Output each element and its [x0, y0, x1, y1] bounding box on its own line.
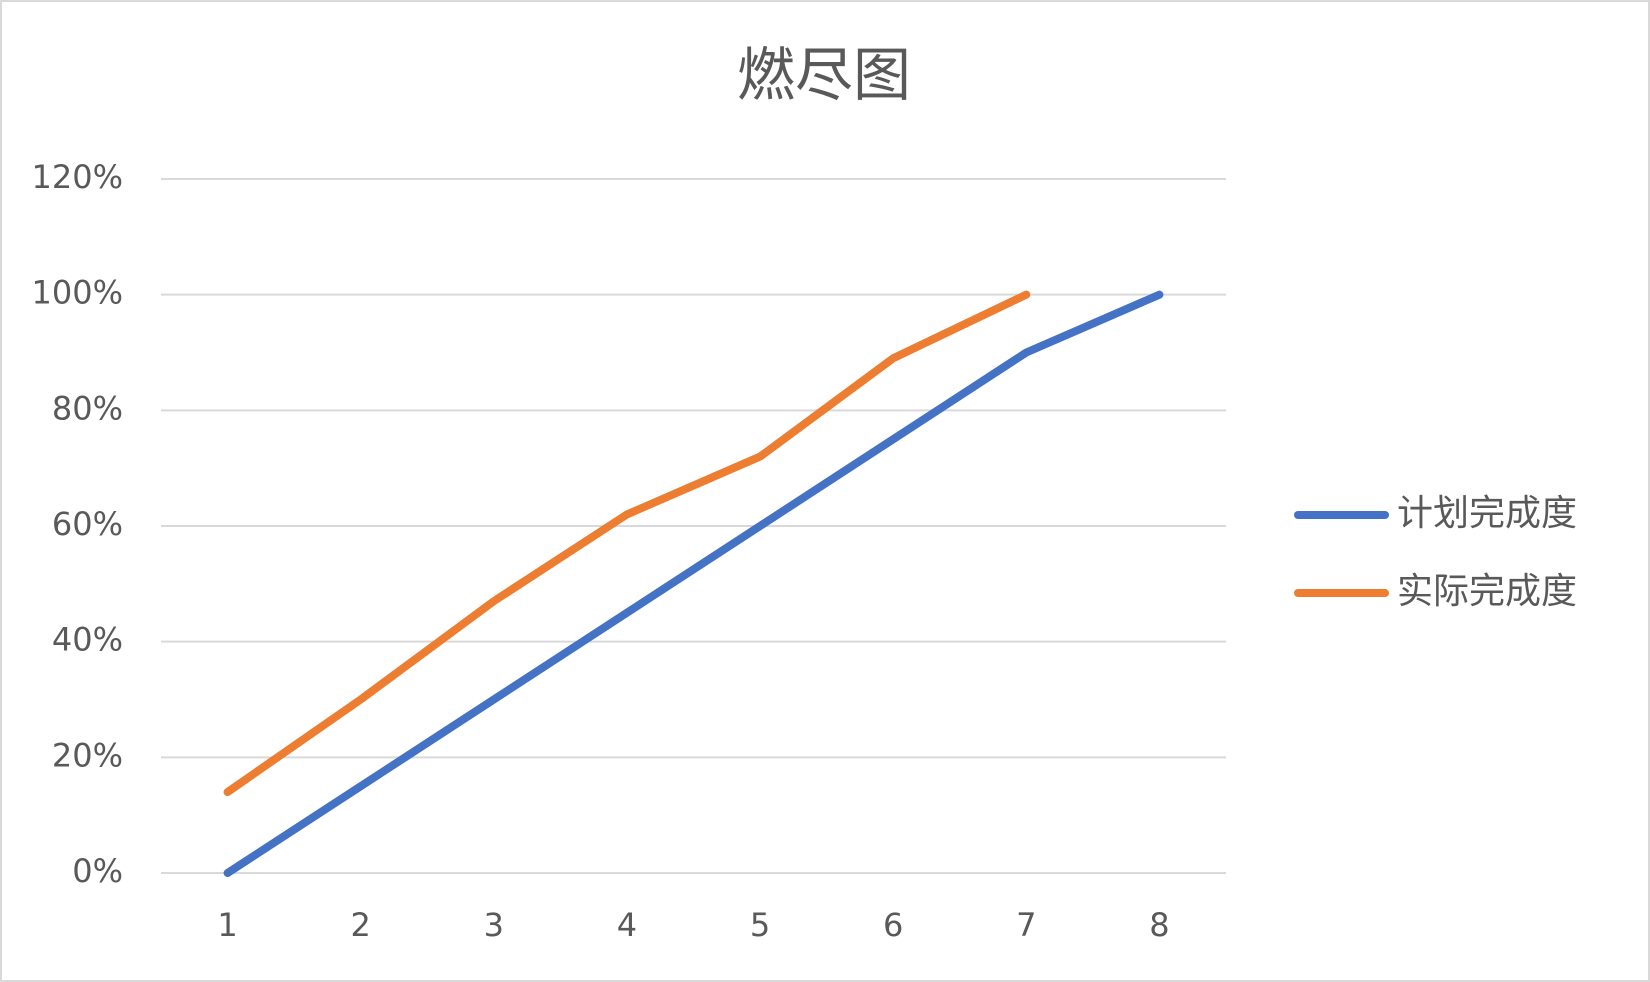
x-tick-label: 5	[750, 906, 770, 944]
x-tick-label: 3	[484, 906, 504, 944]
x-tick-label: 1	[217, 906, 237, 944]
y-tick-label: 60%	[52, 505, 123, 543]
x-tick-label: 4	[617, 906, 637, 944]
x-tick-label: 6	[883, 906, 903, 944]
y-tick-label: 100%	[32, 274, 123, 312]
y-tick-label: 80%	[52, 389, 123, 427]
x-tick-label: 2	[351, 906, 371, 944]
legend-label: 实际完成度	[1397, 571, 1577, 612]
series-line	[223, 290, 1031, 797]
y-tick-label: 0%	[72, 852, 123, 890]
chart-title: 燃尽图	[737, 41, 911, 109]
x-tick-label: 7	[1016, 906, 1036, 944]
y-tick-label: 20%	[52, 736, 123, 774]
series-line	[223, 290, 1164, 877]
y-tick-label: 40%	[52, 621, 123, 659]
legend-label: 计划完成度	[1397, 493, 1577, 534]
x-tick-label: 8	[1149, 906, 1169, 944]
y-tick-label: 120%	[32, 158, 123, 196]
